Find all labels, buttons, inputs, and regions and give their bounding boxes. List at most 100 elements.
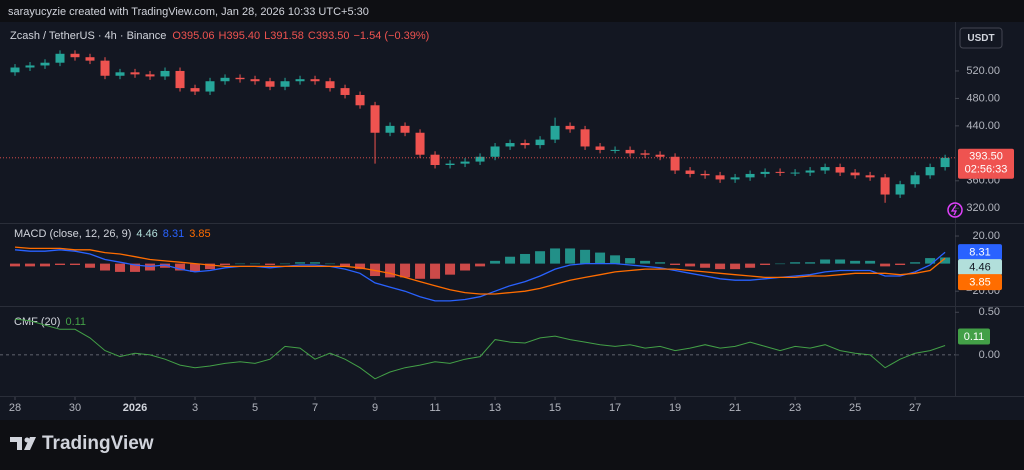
- cmf-title: CMF (20): [14, 316, 60, 328]
- candle-body: [535, 139, 545, 146]
- histogram-bar: [520, 253, 531, 264]
- x-tick-label: 9: [372, 402, 378, 414]
- candle-body: [400, 125, 410, 133]
- histogram-bar: [505, 256, 516, 264]
- histogram-bar: [235, 263, 246, 265]
- histogram-bar: [70, 263, 81, 265]
- cmf-line: [14, 318, 946, 380]
- candle-body: [55, 53, 65, 63]
- histogram-bar: [565, 248, 576, 264]
- top-bar: [0, 0, 1024, 22]
- y-tick-label: 20.00: [972, 230, 1000, 242]
- alert-icon[interactable]: [947, 202, 963, 218]
- candle-body: [370, 105, 380, 133]
- candle-body: [190, 88, 200, 92]
- histogram-bar: [280, 263, 291, 265]
- x-tick-label: 19: [669, 402, 681, 414]
- currency-label[interactable]: USDT: [967, 33, 994, 44]
- histogram-bar: [295, 262, 306, 264]
- histogram-bar: [910, 262, 921, 264]
- histogram-bar: [85, 263, 96, 268]
- candle-body: [565, 125, 575, 130]
- histogram-bar: [325, 263, 336, 265]
- histogram-bar: [385, 263, 396, 278]
- histogram-bar: [130, 263, 141, 272]
- candle-body: [595, 146, 605, 150]
- candle-body: [310, 79, 320, 82]
- histogram-bar: [160, 263, 171, 268]
- candle-body: [625, 149, 635, 154]
- histogram-bar: [610, 255, 621, 264]
- candle-body: [250, 79, 260, 82]
- candle-body: [340, 88, 350, 95]
- ohlc-label: L391.58: [264, 30, 304, 42]
- histogram-bar: [925, 258, 936, 264]
- x-tick-label: 27: [909, 402, 921, 414]
- histogram-bar: [850, 260, 861, 264]
- candle-body: [460, 161, 470, 164]
- histogram-bar: [805, 262, 816, 264]
- symbol-header: Zcash / TetherUS · 4h · Binance O395.06 H3…: [10, 30, 429, 42]
- candle-body: [850, 172, 860, 176]
- histogram-bar: [460, 263, 471, 271]
- macd-axis-value-box: [958, 259, 1002, 276]
- candle-body: [940, 157, 950, 168]
- histogram-bar: [415, 263, 426, 279]
- macd-line: [14, 249, 946, 302]
- macd-axis-value-box: [958, 274, 1002, 291]
- histogram-bar: [100, 263, 111, 271]
- change-label: −1.54 (−0.39%): [353, 30, 429, 42]
- candle-body: [805, 170, 815, 173]
- candle-body: [880, 177, 890, 195]
- histogram-bar: [760, 263, 771, 265]
- currency-button[interactable]: [959, 27, 1003, 49]
- candle-body: [85, 57, 95, 61]
- histogram-bar: [190, 263, 201, 272]
- histogram-bar: [715, 263, 726, 270]
- candle-body: [835, 167, 845, 173]
- histogram-bar: [655, 262, 666, 264]
- candle-body: [280, 81, 290, 87]
- histogram-bar: [55, 263, 66, 265]
- x-tick-label: 23: [789, 402, 801, 414]
- candle-body: [160, 70, 170, 77]
- x-tick-label: 21: [729, 402, 741, 414]
- candle-body: [610, 149, 620, 151]
- alert-bolt: [950, 204, 958, 216]
- histogram-bar: [820, 259, 831, 264]
- candle-body: [520, 143, 530, 146]
- candle-body: [640, 153, 650, 155]
- candle-body: [130, 72, 140, 75]
- x-tick-label: 15: [549, 402, 561, 414]
- ohlc-label: H395.40: [219, 30, 261, 42]
- y-tick-label: 0.00: [979, 349, 1000, 361]
- macd-value: 4.46: [136, 228, 157, 240]
- candle-body: [40, 62, 50, 66]
- candle-body: [445, 163, 455, 166]
- x-tick-label: 25: [849, 402, 861, 414]
- histogram-bar: [535, 251, 546, 264]
- histogram-bar: [430, 263, 441, 279]
- histogram-bar: [115, 263, 126, 272]
- histogram-bar: [640, 260, 651, 264]
- macd-line: [14, 246, 946, 295]
- histogram-bar: [670, 263, 681, 265]
- histogram-bar: [475, 263, 486, 267]
- logo-part: [10, 437, 22, 450]
- candle-body: [745, 173, 755, 178]
- x-tick-label: 2026: [123, 402, 147, 414]
- candle-body: [385, 125, 395, 133]
- ohlc-label: O395.06: [172, 30, 214, 42]
- y-tick-label: 0.50: [979, 306, 1000, 318]
- histogram-bar: [40, 263, 51, 267]
- candle-body: [355, 94, 365, 106]
- histogram-bar: [10, 263, 21, 267]
- cmf-axis-value: 0.11: [964, 331, 985, 343]
- bottom-bar: [0, 420, 1024, 470]
- histogram-bar: [775, 263, 786, 265]
- candle-body: [580, 129, 590, 147]
- candle-body: [670, 156, 680, 171]
- candle-body: [655, 154, 665, 157]
- macd-title: MACD (close, 12, 26, 9): [14, 228, 131, 240]
- y-tick-label: 320.00: [966, 202, 1000, 214]
